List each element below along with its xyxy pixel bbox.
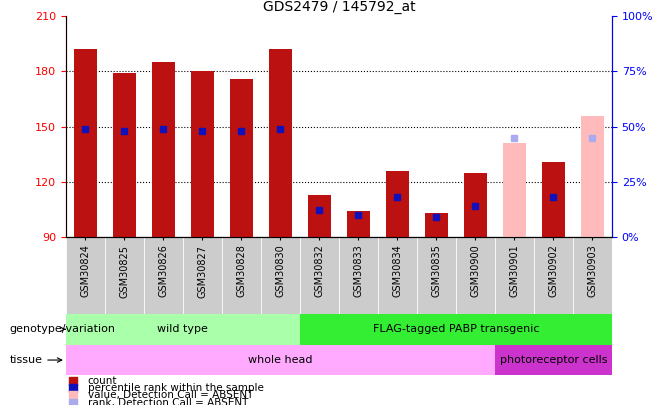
Bar — [542, 162, 565, 237]
Bar — [105, 237, 144, 314]
Bar — [347, 211, 370, 237]
Bar — [456, 237, 495, 314]
Bar — [66, 345, 495, 375]
Bar — [308, 195, 331, 237]
Bar — [339, 237, 378, 314]
Bar — [113, 73, 136, 237]
Bar — [230, 79, 253, 237]
Bar — [495, 237, 534, 314]
Bar — [495, 345, 612, 375]
Bar — [268, 49, 292, 237]
Bar — [417, 237, 456, 314]
Bar — [573, 237, 612, 314]
Bar — [74, 49, 97, 237]
Bar — [503, 143, 526, 237]
Bar — [581, 115, 604, 237]
Bar — [300, 314, 612, 345]
Text: tissue: tissue — [9, 355, 62, 365]
Bar — [151, 62, 175, 237]
Bar — [191, 71, 214, 237]
Text: percentile rank within the sample: percentile rank within the sample — [88, 383, 263, 393]
Bar — [386, 171, 409, 237]
Title: GDS2479 / 145792_at: GDS2479 / 145792_at — [263, 0, 415, 14]
Bar — [300, 237, 339, 314]
Text: photoreceptor cells: photoreceptor cells — [499, 355, 607, 365]
Bar — [261, 237, 300, 314]
Text: count: count — [88, 376, 117, 386]
Text: genotype/variation: genotype/variation — [9, 324, 115, 334]
Bar — [183, 237, 222, 314]
Text: wild type: wild type — [157, 324, 209, 334]
Bar — [66, 237, 105, 314]
Bar — [424, 213, 448, 237]
Text: whole head: whole head — [248, 355, 313, 365]
Bar — [66, 314, 300, 345]
Bar — [144, 237, 183, 314]
Text: rank, Detection Call = ABSENT: rank, Detection Call = ABSENT — [88, 398, 248, 405]
Bar — [222, 237, 261, 314]
Text: FLAG-tagged PABP transgenic: FLAG-tagged PABP transgenic — [372, 324, 539, 334]
Text: value, Detection Call = ABSENT: value, Detection Call = ABSENT — [88, 390, 253, 400]
Bar — [464, 173, 487, 237]
Bar — [534, 237, 573, 314]
Bar — [378, 237, 417, 314]
